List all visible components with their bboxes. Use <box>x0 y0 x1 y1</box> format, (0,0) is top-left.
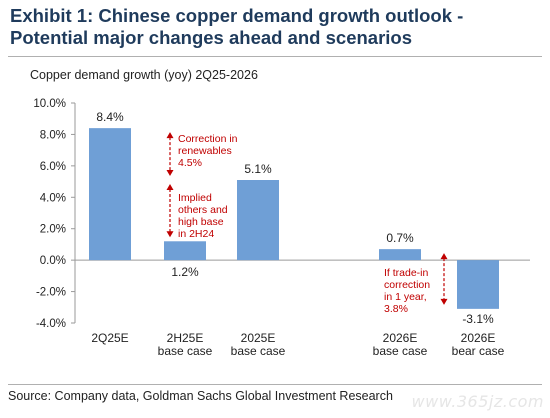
data-label: 5.1% <box>244 162 272 176</box>
annotation-text: others and <box>178 204 228 216</box>
category-label: 2025E <box>241 331 276 345</box>
arrow-head-up <box>440 253 448 260</box>
y-tick-label: 8.0% <box>40 129 66 141</box>
annotation-text: in 2H24 <box>178 228 214 240</box>
chart-title: Copper demand growth (yoy) 2Q25-2026 <box>30 68 258 82</box>
y-tick-label: -4.0% <box>36 318 66 330</box>
y-tick-label: 2.0% <box>40 224 66 236</box>
arrow-head-up <box>166 184 174 190</box>
arrow-head-down <box>166 231 174 238</box>
annotation-text: renewables <box>178 145 232 157</box>
data-label: -3.1% <box>462 312 494 326</box>
arrow-head-down <box>440 298 448 305</box>
category-label: 2H25E <box>167 331 204 345</box>
annotation-text: Correction in <box>178 133 238 145</box>
watermark: www.365jz.com <box>411 392 544 411</box>
data-label: 1.2% <box>171 265 199 279</box>
annotation-text: 4.5% <box>178 157 202 169</box>
annotation-text: Implied <box>178 192 212 204</box>
y-tick-label: 10.0% <box>33 98 66 110</box>
data-label: 8.4% <box>96 110 124 124</box>
exhibit-title: Exhibit 1: Chinese copper demand growth … <box>10 5 464 48</box>
y-tick-label: 0.0% <box>40 255 66 267</box>
y-tick-label: 6.0% <box>40 161 66 173</box>
annotation-text: in 1 year, <box>384 291 427 303</box>
annotation-text: 3.8% <box>384 303 408 315</box>
category-label: base case <box>231 344 286 358</box>
y-tick-label: -2.0% <box>36 287 66 299</box>
category-label: bear case <box>452 344 505 358</box>
category-label: 2Q25E <box>91 331 128 345</box>
arrow-head-down <box>166 170 174 176</box>
bar <box>164 241 206 261</box>
category-label: 2026E <box>383 331 418 345</box>
source-note: Source: Company data, Goldman Sachs Glob… <box>8 389 393 403</box>
arrow-head-up <box>166 132 174 139</box>
data-label: 0.7% <box>386 231 414 245</box>
source-divider <box>8 384 542 385</box>
bar <box>89 128 131 261</box>
bar <box>457 260 499 309</box>
y-tick-label: 4.0% <box>40 192 66 204</box>
annotation-text: correction <box>384 279 430 291</box>
bar-chart: 10.0% 8.0% 6.0% 4.0% 2.0% 0.0% -2.0% -4.0% 8.4%… <box>33 98 530 358</box>
category-label: base case <box>373 344 428 358</box>
bar <box>237 180 279 261</box>
category-label: 2026E <box>461 331 496 345</box>
annotation-text: If trade-in <box>384 267 429 279</box>
category-label: base case <box>158 344 213 358</box>
bar <box>379 249 421 261</box>
title-divider <box>8 56 542 57</box>
annotation-text: high base <box>178 216 224 228</box>
